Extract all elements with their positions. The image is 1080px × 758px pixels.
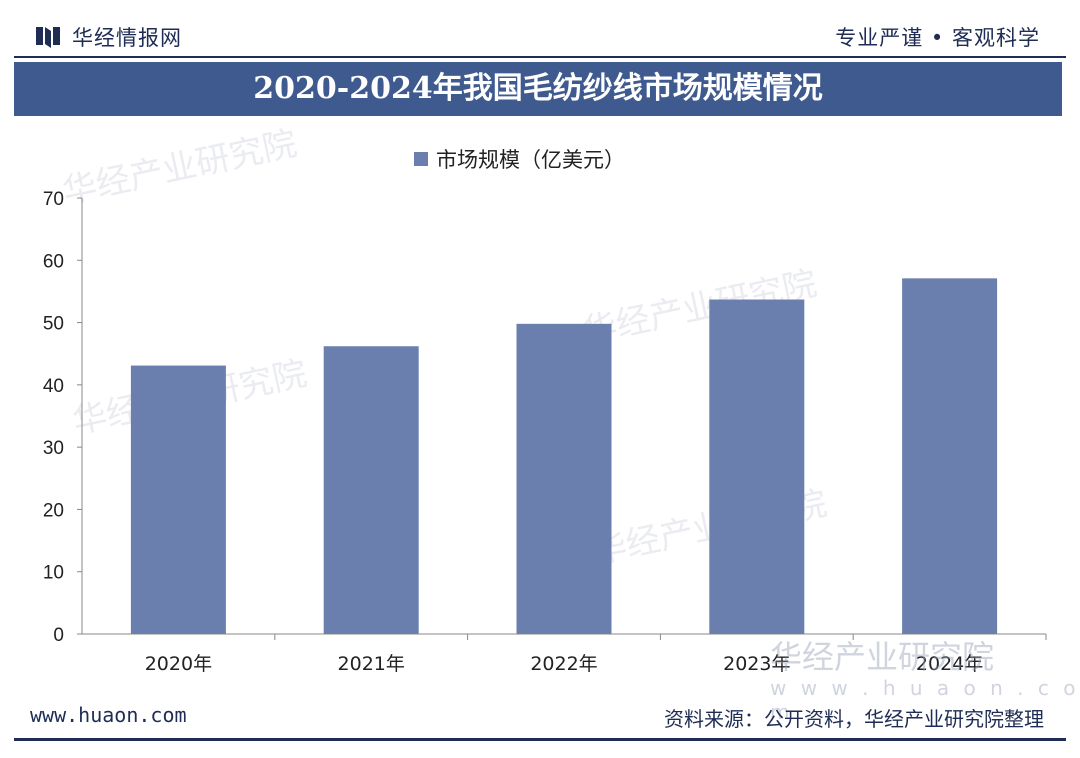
header-bar: 华经情报网 专业严谨 • 客观科学 bbox=[0, 0, 1080, 58]
bar bbox=[323, 346, 419, 634]
x-tick-label: 2021年 bbox=[338, 653, 405, 675]
bar bbox=[130, 365, 226, 634]
x-tick-label: 2024年 bbox=[916, 653, 983, 675]
y-tick-label: 20 bbox=[43, 500, 64, 521]
bar bbox=[709, 299, 805, 634]
footer-site[interactable]: www.huaon.com bbox=[30, 703, 187, 727]
title-bar: 2020-2024年我国毛纺纱线市场规模情况 bbox=[14, 62, 1062, 116]
logo-icon bbox=[36, 27, 60, 48]
bar-chart: 市场规模（亿美元） 0 10 20 30 40 50 60 70 2020年 2021年 2022年 2… bbox=[43, 148, 1047, 675]
top-divider bbox=[14, 56, 1066, 58]
footer-source: 资料来源：公开资料，华经产业研究院整理 bbox=[664, 707, 1044, 731]
y-tick-label: 70 bbox=[43, 189, 64, 210]
x-tick-label: 2020年 bbox=[145, 653, 212, 675]
y-tick-label: 10 bbox=[43, 563, 64, 584]
bottom-divider bbox=[14, 738, 1066, 741]
y-tick-label: 40 bbox=[43, 376, 64, 397]
bar bbox=[516, 323, 612, 634]
brand-name: 华经情报网 bbox=[72, 26, 182, 50]
y-tick-label: 0 bbox=[53, 625, 64, 646]
page-title: 2020-2024年我国毛纺纱线市场规模情况 bbox=[253, 71, 823, 106]
motto: 专业严谨 • 客观科学 bbox=[835, 26, 1040, 50]
y-tick-label: 30 bbox=[43, 438, 64, 459]
y-tick-label: 60 bbox=[43, 251, 64, 272]
x-tick-label: 2023年 bbox=[723, 653, 790, 675]
bar bbox=[902, 278, 998, 634]
x-tick-label: 2022年 bbox=[530, 653, 597, 675]
legend-swatch bbox=[414, 152, 428, 166]
legend-label: 市场规模（亿美元） bbox=[436, 148, 625, 172]
y-tick-label: 50 bbox=[43, 314, 64, 335]
